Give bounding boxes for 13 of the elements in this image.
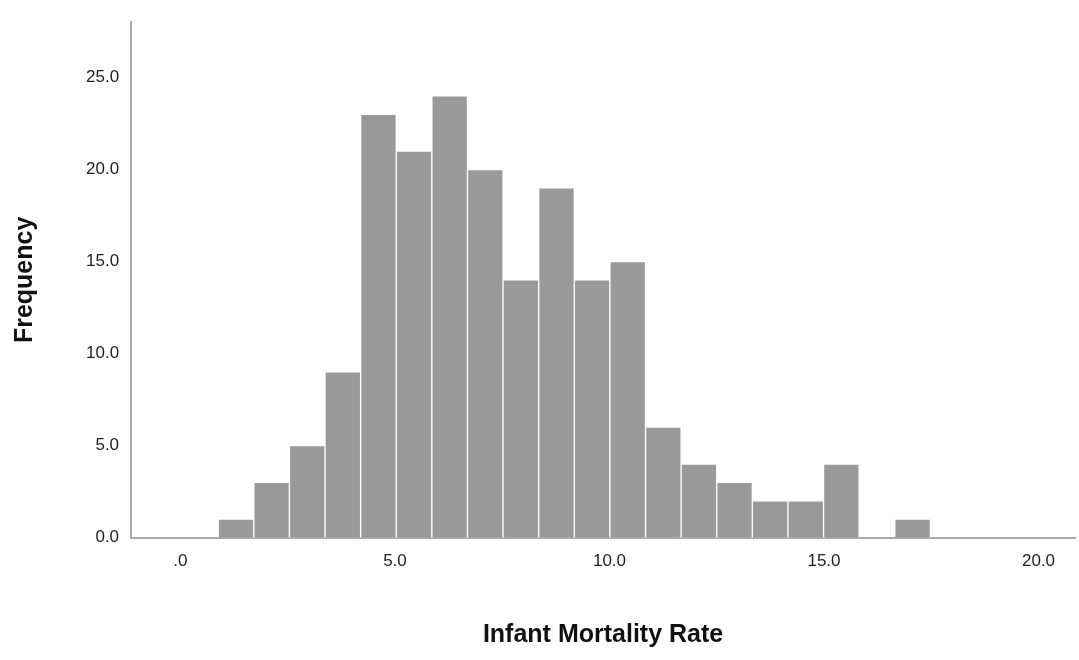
y-tick-label: 5.0 [95, 435, 120, 455]
x-tick-label: 20.0 [1021, 551, 1056, 571]
y-tick-label: 10.0 [85, 343, 120, 363]
y-axis-title: Frequency [8, 216, 37, 344]
y-tick-label: 20.0 [85, 159, 120, 179]
y-tick-label: 25.0 [85, 67, 120, 87]
y-tick-label: 0.0 [95, 527, 120, 547]
y-tick-label: 15.0 [85, 251, 120, 271]
x-tick-label: .0 [173, 551, 188, 571]
x-axis-title: Infant Mortality Rate [482, 618, 724, 647]
x-tick-label: 10.0 [592, 551, 627, 571]
x-tick-label: 5.0 [383, 551, 407, 571]
x-tick-label: 15.0 [807, 551, 841, 571]
